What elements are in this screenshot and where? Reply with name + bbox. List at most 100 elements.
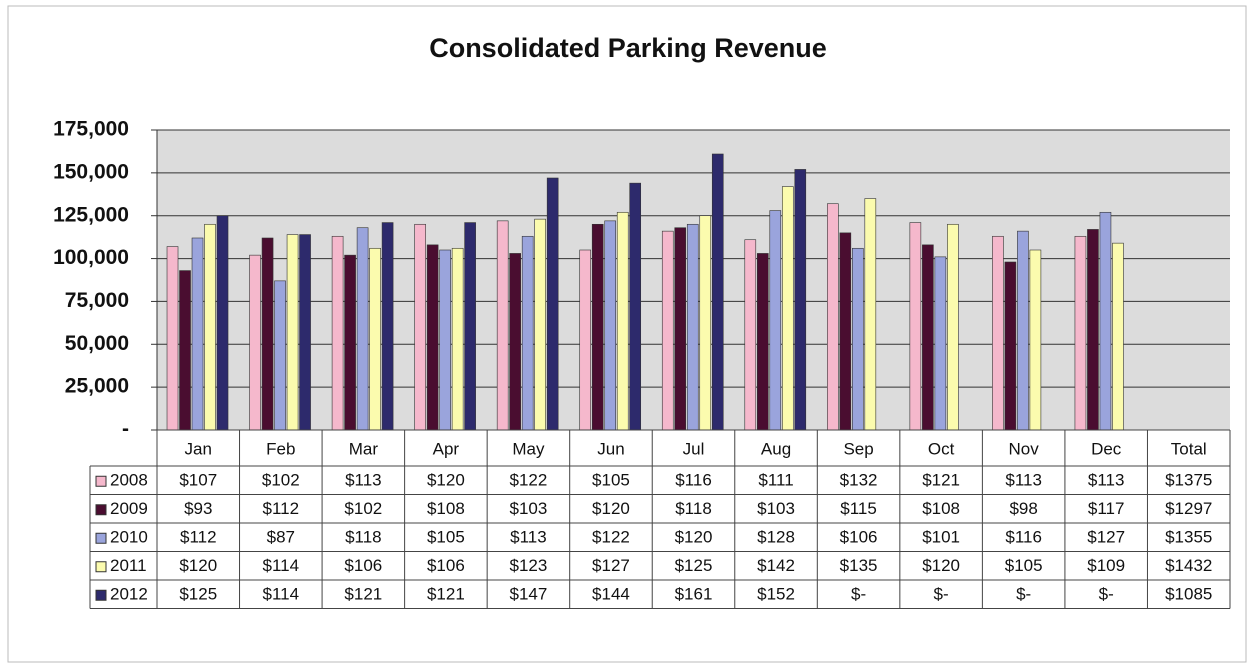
data-label: $103 [757, 499, 795, 518]
data-label: $118 [345, 528, 382, 547]
bar [1017, 230, 1029, 431]
bar [781, 186, 794, 431]
data-label: $120 [922, 556, 960, 575]
y-tick-label: 100,000 [53, 246, 129, 269]
bar [464, 222, 476, 431]
data-label: $122 [592, 528, 630, 547]
bar [616, 211, 629, 431]
data-label: $105 [427, 528, 465, 547]
bar [699, 215, 712, 431]
bar [249, 254, 261, 431]
data-label: $127 [1087, 528, 1125, 547]
bar [909, 222, 922, 431]
x-tick-label: Feb [266, 439, 295, 458]
bar [744, 239, 757, 431]
x-tick-label: Apr [433, 439, 460, 458]
data-label: $120 [592, 499, 630, 518]
total-label: $1375 [1165, 471, 1212, 490]
data-label: $144 [592, 585, 630, 604]
data-label: $103 [510, 499, 548, 518]
data-label: $121 [344, 585, 382, 604]
legend-label: 2010 [110, 528, 148, 547]
bar [1004, 261, 1017, 431]
chart-title: Consolidated Parking Revenue [429, 33, 827, 63]
x-tick-label: Jan [185, 439, 212, 458]
bar [922, 244, 934, 431]
legend-key [95, 561, 107, 573]
bar [839, 232, 852, 431]
data-label: $108 [922, 499, 960, 518]
data-label: $93 [184, 499, 212, 518]
bar [509, 253, 521, 431]
y-tick-label: 125,000 [53, 203, 129, 226]
x-tick-label: Jun [597, 439, 624, 458]
data-label: $102 [262, 471, 300, 490]
data-label: $113 [345, 471, 382, 490]
bar [674, 227, 687, 431]
legend-key [95, 532, 107, 544]
bar [579, 249, 592, 431]
y-tick-label: - [122, 418, 129, 441]
data-label: $135 [840, 556, 878, 575]
bar [827, 203, 839, 431]
bar [794, 169, 807, 431]
data-label: $87 [267, 528, 295, 547]
bar [344, 254, 356, 431]
x-tick-label: Oct [928, 439, 955, 458]
data-label: $152 [757, 585, 795, 604]
bar [769, 210, 782, 431]
data-label: $102 [344, 499, 382, 518]
bar [299, 234, 311, 431]
x-tick-label: May [512, 439, 545, 458]
data-label: $125 [179, 585, 217, 604]
bar [356, 227, 369, 431]
bar [369, 247, 381, 431]
data-label: $116 [675, 471, 712, 490]
bar [261, 237, 274, 431]
data-label: $116 [1005, 528, 1042, 547]
y-tick-label: 25,000 [65, 375, 129, 398]
data-label: $128 [757, 528, 795, 547]
x-tick-label: Dec [1091, 439, 1122, 458]
legend-label: 2009 [110, 499, 148, 518]
bar [1087, 229, 1099, 431]
data-label: $118 [675, 499, 712, 518]
bar [947, 223, 959, 431]
data-label: $- [934, 585, 949, 604]
total-header: Total [1171, 439, 1207, 458]
chart-frame [7, 5, 1247, 663]
data-label: $- [1016, 585, 1031, 604]
data-label: $101 [922, 528, 960, 547]
data-label: $113 [1088, 471, 1125, 490]
bar [496, 220, 509, 431]
bar [629, 182, 642, 431]
bar [216, 215, 229, 431]
bar [451, 247, 464, 431]
bar [439, 249, 451, 431]
data-label: $113 [510, 528, 547, 547]
total-label: $1297 [1165, 499, 1212, 518]
y-tick-label: 50,000 [65, 332, 129, 355]
bar [331, 235, 344, 431]
data-label: $- [1099, 585, 1114, 604]
bar [661, 230, 674, 431]
data-label: $127 [592, 556, 630, 575]
legend-key [95, 504, 107, 516]
data-label: $109 [1087, 556, 1125, 575]
data-label: $125 [675, 556, 713, 575]
bar [711, 153, 724, 431]
data-label: $120 [427, 471, 465, 490]
data-label: $98 [1009, 499, 1037, 518]
data-label: $132 [840, 471, 878, 490]
bar [179, 270, 191, 431]
legend-key [95, 589, 107, 601]
data-label: $147 [510, 585, 548, 604]
bar [426, 244, 439, 431]
bar [992, 235, 1004, 431]
data-label: $120 [179, 556, 217, 575]
bar [274, 280, 286, 431]
data-label: $114 [263, 556, 300, 575]
data-label: $121 [922, 471, 960, 490]
total-label: $1355 [1165, 528, 1212, 547]
